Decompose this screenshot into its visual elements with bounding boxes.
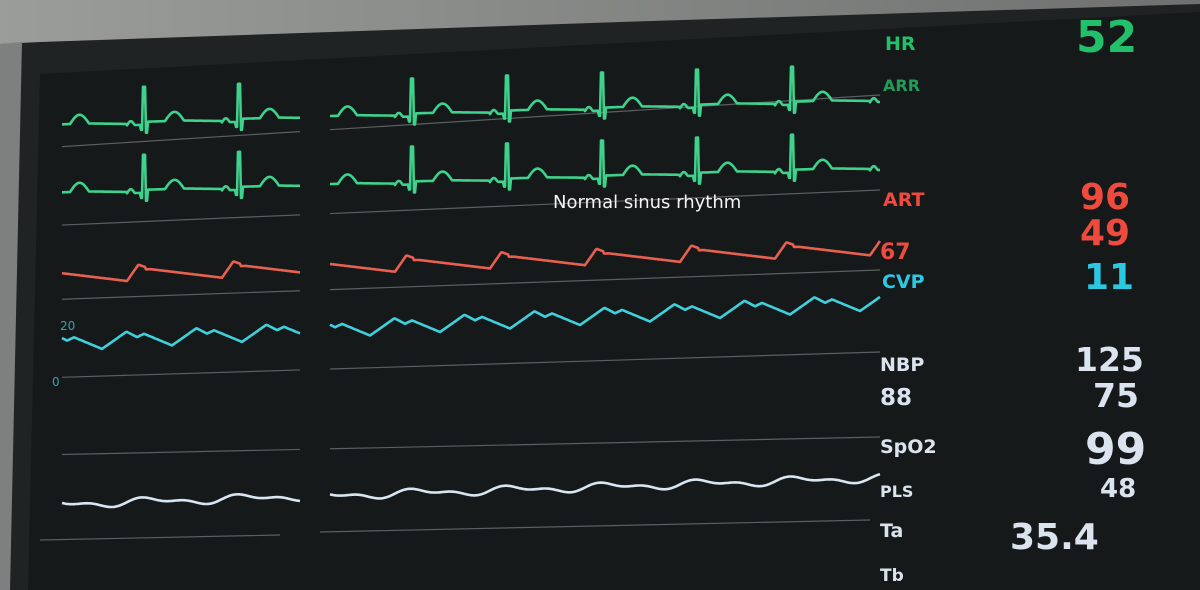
spo2-value: 99 bbox=[1085, 424, 1147, 475]
cvp-label: CVP bbox=[882, 271, 925, 293]
cvp-scale-top: 20 bbox=[60, 319, 76, 333]
grid-line bbox=[61, 448, 301, 456]
pls-value: 48 bbox=[1100, 474, 1137, 504]
ecg-wave-1 bbox=[61, 82, 301, 134]
grid-line bbox=[329, 269, 881, 291]
grid-line bbox=[319, 519, 871, 533]
ecg-wave-2 bbox=[329, 133, 881, 194]
art-label: ART bbox=[883, 189, 925, 211]
pleth-wave bbox=[61, 493, 301, 509]
cvp-scale-bottom: 0 bbox=[52, 375, 60, 389]
ta-value: 35.4 bbox=[1010, 517, 1099, 558]
grid-line bbox=[61, 290, 301, 300]
caption: Normal sinus rhythm bbox=[553, 192, 742, 213]
spo2-label: SpO2 bbox=[880, 436, 937, 458]
hr-value: 52 bbox=[1076, 12, 1138, 63]
grid-line bbox=[61, 369, 301, 378]
tb-label: Tb bbox=[880, 566, 904, 586]
pleth-wave bbox=[329, 472, 881, 500]
art-diastolic: 49 bbox=[1080, 213, 1131, 254]
hr-label: HR bbox=[885, 33, 916, 55]
screen-area bbox=[28, 12, 1200, 590]
grid-line bbox=[61, 214, 301, 226]
art-wave bbox=[61, 260, 301, 283]
grid-line bbox=[329, 436, 881, 450]
cvp-value: 11 bbox=[1084, 257, 1135, 298]
art-mean: 67 bbox=[880, 240, 911, 265]
grid-line bbox=[61, 130, 301, 148]
waveforms bbox=[39, 65, 882, 541]
wall-left bbox=[0, 42, 22, 590]
grid-line bbox=[329, 351, 881, 370]
nbp-diastolic: 75 bbox=[1093, 376, 1139, 415]
ta-label: Ta bbox=[880, 520, 904, 542]
pls-label: PLS bbox=[880, 482, 914, 501]
nbp-label: NBP bbox=[880, 354, 925, 376]
art-wave bbox=[329, 240, 882, 273]
cvp-wave bbox=[329, 295, 881, 337]
arr-label: ARR bbox=[883, 76, 921, 95]
grid-line bbox=[329, 189, 881, 215]
nbp-systolic: 125 bbox=[1075, 340, 1144, 379]
art-systolic: 96 bbox=[1080, 177, 1131, 218]
nbp-mean: 88 bbox=[880, 385, 913, 411]
ecg-wave-1 bbox=[329, 65, 881, 126]
ecg-wave-2 bbox=[61, 150, 301, 202]
grid-line bbox=[39, 534, 281, 541]
cvp-wave bbox=[61, 323, 301, 351]
wall bbox=[0, 0, 1200, 44]
